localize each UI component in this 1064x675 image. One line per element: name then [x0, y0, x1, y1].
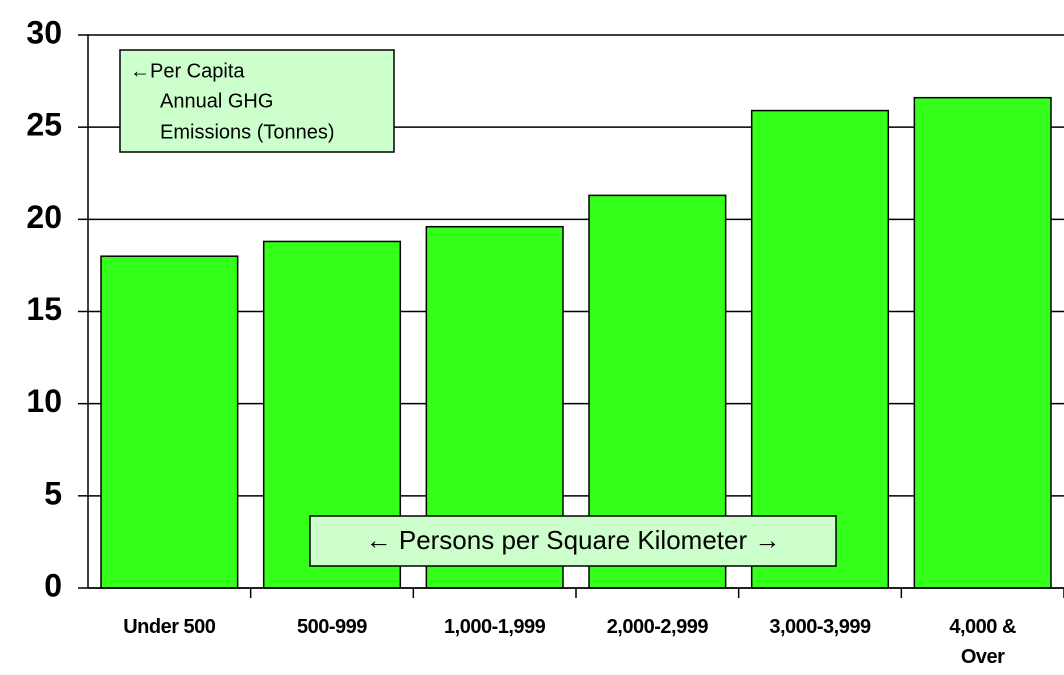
x-tick-label: 1,000-1,999 — [444, 616, 546, 638]
x-tick-label: 2,000-2,999 — [606, 616, 709, 638]
y-tick-label: 25 — [26, 107, 62, 143]
annotation: ←Per Capita — [130, 60, 245, 82]
y-tick-label: 30 — [26, 14, 62, 50]
bar — [750, 109, 890, 589]
y-tick-label: 15 — [26, 291, 62, 327]
annotation: ← Persons per Square Kilometer → — [366, 525, 781, 555]
annotation-box — [119, 49, 395, 153]
annotation: Emissions (Tonnes) — [160, 121, 335, 143]
x-tick-label: 3,000-3,999 — [769, 616, 871, 638]
y-tick-label: 20 — [26, 199, 62, 235]
y-tick-label: 10 — [26, 383, 62, 419]
x-tick-label: 500-999 — [297, 616, 367, 638]
bar — [100, 255, 239, 589]
annotation-box — [309, 515, 837, 567]
y-tick-label: 5 — [44, 475, 62, 511]
x-tick-label: Under 500 — [123, 616, 216, 638]
bar — [913, 96, 1052, 589]
y-tick-label: 0 — [44, 567, 62, 603]
x-tick-label: 4,000 & Over — [949, 616, 1016, 668]
annotation: Annual GHG — [160, 90, 273, 112]
